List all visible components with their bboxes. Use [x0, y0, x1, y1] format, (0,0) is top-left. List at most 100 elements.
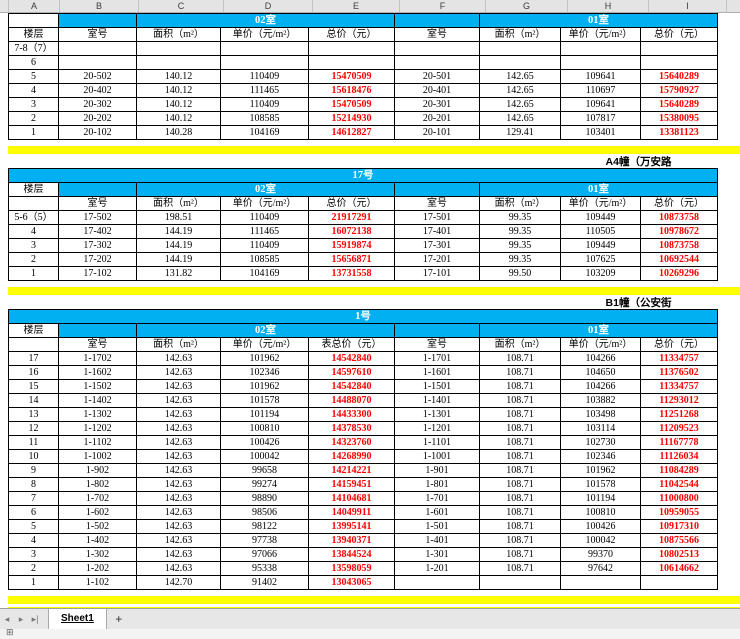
unit-price-cell[interactable]: 97642: [560, 561, 641, 576]
building-number-cell[interactable]: 1号: [7, 309, 719, 324]
floor-label-cell[interactable]: 楼层: [8, 182, 59, 197]
unit-price-cell[interactable]: 103498: [560, 407, 641, 422]
total-price-cell[interactable]: 10978672: [639, 224, 719, 239]
area-cell[interactable]: 140.12: [136, 97, 221, 112]
floor-cell[interactable]: 3: [8, 238, 59, 253]
total-price-cell[interactable]: 10269296: [639, 266, 719, 281]
room-cell[interactable]: 17-501: [394, 210, 480, 225]
floor-cell[interactable]: 6: [8, 505, 59, 520]
total-price-cell[interactable]: 15656871: [308, 252, 395, 267]
room-cell[interactable]: 1-1602: [58, 365, 137, 380]
column-title-cell[interactable]: 室号: [58, 27, 137, 42]
total-price-cell[interactable]: 15380095: [640, 111, 719, 126]
area-cell[interactable]: 142.63: [136, 477, 221, 492]
floor-cell[interactable]: 1: [8, 125, 59, 140]
area-cell[interactable]: 108.71: [479, 379, 561, 394]
area-cell[interactable]: 144.19: [136, 252, 221, 267]
unit-price-cell[interactable]: 98122: [220, 519, 309, 534]
floor-cell[interactable]: 4: [8, 224, 59, 239]
total-price-cell[interactable]: 13844524: [308, 547, 395, 562]
area-cell[interactable]: 142.63: [136, 533, 221, 548]
floor-cell[interactable]: 9: [8, 463, 59, 478]
area-cell[interactable]: 144.19: [136, 238, 221, 253]
column-header-d[interactable]: D: [224, 0, 313, 13]
room-cell[interactable]: 1-1301: [394, 407, 480, 422]
column-header-e[interactable]: E: [313, 0, 400, 13]
total-price-cell[interactable]: 13043065: [308, 575, 395, 590]
total-price-cell[interactable]: 14542840: [308, 379, 395, 394]
area-cell[interactable]: 142.63: [136, 407, 221, 422]
floor-cell[interactable]: 10: [8, 449, 59, 464]
area-cell[interactable]: 108.71: [479, 393, 561, 408]
total-price-cell[interactable]: 14323760: [308, 435, 395, 450]
area-cell[interactable]: 140.12: [136, 111, 221, 126]
total-price-cell[interactable]: [639, 575, 719, 590]
unit-02-cell[interactable]: 02室: [136, 182, 395, 197]
room-cell[interactable]: 1-1502: [58, 379, 137, 394]
area-cell[interactable]: 142.63: [136, 365, 221, 380]
unit-price-cell[interactable]: 107625: [560, 252, 641, 267]
unit-price-cell[interactable]: 109449: [560, 210, 641, 225]
unit-price-cell[interactable]: 110409: [220, 210, 309, 225]
room-cell[interactable]: [394, 575, 480, 590]
room-cell[interactable]: 20-101: [394, 125, 481, 140]
room-cell[interactable]: 1-402: [58, 533, 137, 548]
room-cell[interactable]: 1-1101: [394, 435, 480, 450]
unit-price-cell[interactable]: 103882: [560, 393, 641, 408]
total-price-cell[interactable]: 10917310: [639, 519, 719, 534]
total-price-cell[interactable]: 10692544: [639, 252, 719, 267]
total-price-cell[interactable]: 13731558: [308, 266, 395, 281]
add-sheet-button[interactable]: +: [115, 612, 123, 626]
area-cell[interactable]: 108.71: [479, 491, 561, 506]
area-cell[interactable]: 108.71: [479, 519, 561, 534]
unit-price-cell[interactable]: 100426: [560, 519, 641, 534]
floor-cell[interactable]: 17: [8, 351, 59, 366]
floor-cell[interactable]: 2: [8, 111, 59, 126]
area-cell[interactable]: 140.28: [136, 125, 221, 140]
room-cell[interactable]: 1-1701: [394, 351, 480, 366]
floor-cell[interactable]: 5: [8, 69, 59, 84]
area-cell[interactable]: 99.35: [479, 238, 561, 253]
area-cell[interactable]: 142.70: [136, 575, 221, 590]
column-header-i[interactable]: I: [649, 0, 727, 13]
area-cell[interactable]: 99.35: [479, 210, 561, 225]
area-cell[interactable]: 108.71: [479, 533, 561, 548]
area-cell[interactable]: 142.63: [136, 379, 221, 394]
column-title-cell[interactable]: 室号: [394, 27, 481, 42]
unit-price-cell[interactable]: 100810: [560, 505, 641, 520]
room-cell[interactable]: 20-102: [58, 125, 137, 140]
area-cell[interactable]: 142.63: [136, 491, 221, 506]
tab-nav-prev-icon[interactable]: ◂: [4, 613, 10, 624]
total-price-cell[interactable]: 11000800: [639, 491, 719, 506]
room-cell[interactable]: 1-201: [394, 561, 480, 576]
room-cell[interactable]: 1-1402: [58, 393, 137, 408]
room-cell[interactable]: 1-1302: [58, 407, 137, 422]
column-title-cell[interactable]: 单价（元/m²）: [560, 27, 642, 42]
area-cell[interactable]: 108.71: [479, 435, 561, 450]
total-price-cell[interactable]: 11293012: [639, 393, 719, 408]
column-header-a[interactable]: A: [9, 0, 60, 13]
column-header-h[interactable]: H: [568, 0, 649, 13]
column-title-cell[interactable]: 表总价（元）: [308, 337, 395, 352]
room-cell[interactable]: 17-502: [58, 210, 137, 225]
column-header-f[interactable]: F: [400, 0, 486, 13]
unit-spacer-cell[interactable]: [58, 182, 137, 197]
room-cell[interactable]: 1-202: [58, 561, 137, 576]
room-cell[interactable]: 17-402: [58, 224, 137, 239]
unit-price-cell[interactable]: [560, 41, 642, 56]
unit-price-cell[interactable]: 101962: [220, 379, 309, 394]
total-price-cell[interactable]: 15919874: [308, 238, 395, 253]
column-header-c[interactable]: C: [139, 0, 224, 13]
floor-cell[interactable]: 5: [8, 519, 59, 534]
total-price-cell[interactable]: 11334757: [639, 379, 719, 394]
room-cell[interactable]: 17-102: [58, 266, 137, 281]
unit-spacer-cell[interactable]: [394, 182, 480, 197]
building-number-cell[interactable]: 17号: [7, 168, 719, 183]
unit-spacer-cell[interactable]: [394, 13, 481, 28]
unit-price-cell[interactable]: [560, 575, 641, 590]
unit-price-cell[interactable]: 99658: [220, 463, 309, 478]
floor-cell[interactable]: 14: [8, 393, 59, 408]
unit-price-cell[interactable]: 108585: [220, 252, 309, 267]
unit-spacer-cell[interactable]: [58, 323, 137, 338]
total-price-cell[interactable]: 10875566: [639, 533, 719, 548]
